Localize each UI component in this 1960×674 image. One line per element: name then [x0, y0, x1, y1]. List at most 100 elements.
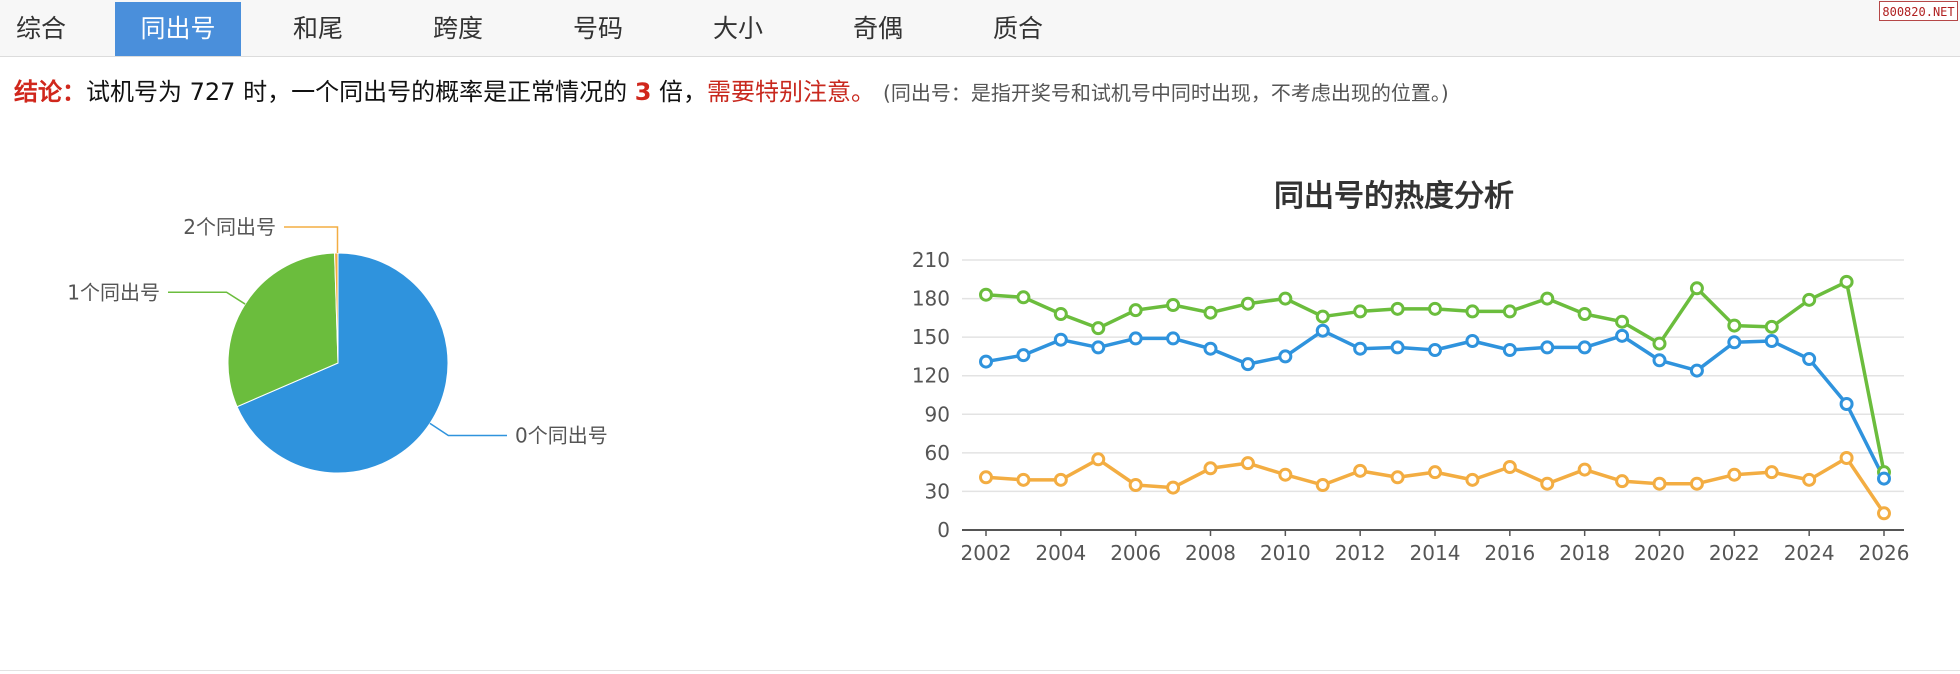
data-point-blue[interactable] [1428, 343, 1442, 357]
data-point-orange[interactable] [1353, 463, 1368, 478]
data-point-blue[interactable] [1390, 340, 1405, 355]
data-point-orange[interactable] [1128, 478, 1143, 492]
data-point-blue[interactable] [1689, 363, 1704, 378]
data-point-green[interactable] [1652, 336, 1667, 351]
data-point-orange[interactable] [1053, 472, 1068, 487]
y-tick-label: 180 [912, 287, 950, 311]
data-point-orange[interactable] [1166, 480, 1181, 495]
data-point-orange[interactable] [1390, 470, 1405, 485]
site-logo[interactable]: 800820.NET [1879, 1, 1958, 21]
data-point-orange[interactable] [1315, 478, 1330, 492]
data-point-green[interactable] [1166, 298, 1181, 312]
data-point-blue[interactable] [979, 354, 993, 369]
data-point-blue[interactable] [1877, 471, 1891, 486]
data-point-blue[interactable] [1727, 335, 1742, 350]
data-point-blue[interactable] [1540, 340, 1555, 355]
data-point-orange[interactable] [1727, 467, 1742, 482]
tab-sum-tail[interactable]: 和尾 [292, 14, 343, 43]
data-point-orange[interactable] [1839, 451, 1854, 465]
data-point-green[interactable] [1053, 307, 1068, 321]
x-tick-label: 2012 [1335, 541, 1386, 565]
data-point-green[interactable] [1315, 309, 1330, 324]
data-point-orange[interactable] [1465, 472, 1480, 487]
pie-label-one: 1个同出号 [67, 280, 160, 304]
data-point-blue[interactable] [1353, 341, 1368, 356]
data-point-blue[interactable] [1652, 353, 1667, 368]
tab-odd-even[interactable]: 奇偶 [852, 14, 903, 43]
data-point-blue[interactable] [1203, 341, 1218, 356]
data-point-green[interactable] [1764, 319, 1779, 334]
data-point-green[interactable] [1502, 304, 1517, 319]
data-point-blue[interactable] [1315, 323, 1330, 338]
data-point-blue[interactable] [1278, 349, 1293, 364]
x-tick-label: 2002 [961, 541, 1012, 565]
data-point-blue[interactable] [1802, 352, 1817, 366]
data-point-orange[interactable] [1016, 472, 1031, 487]
data-point-green[interactable] [1802, 292, 1817, 307]
data-point-orange[interactable] [1278, 467, 1293, 482]
y-tick-label: 0 [937, 518, 950, 542]
tab-overview[interactable]: 综合 [15, 14, 66, 43]
data-point-orange[interactable] [1652, 476, 1667, 491]
x-tick-label: 2014 [1410, 541, 1461, 565]
conclusion-part2: 倍， [651, 78, 708, 106]
data-point-green[interactable] [1016, 290, 1031, 305]
data-point-blue[interactable] [1166, 331, 1181, 346]
x-tick-label: 2008 [1185, 541, 1236, 565]
data-point-green[interactable] [1577, 307, 1592, 321]
data-point-green[interactable] [979, 287, 993, 302]
data-point-orange[interactable] [1091, 452, 1106, 467]
data-point-green[interactable] [1091, 321, 1106, 336]
data-point-orange[interactable] [1203, 461, 1218, 476]
pie-label-zero: 0个同出号 [515, 423, 608, 447]
tab-prime-composite[interactable]: 质合 [992, 14, 1043, 43]
data-point-green[interactable] [1689, 281, 1704, 296]
tab-number[interactable]: 号码 [572, 14, 623, 43]
data-point-orange[interactable] [1240, 456, 1255, 471]
data-point-blue[interactable] [1839, 397, 1854, 411]
pie-chart: 0个同出号 1个同出号 2个同出号 [67, 215, 608, 474]
x-tick-label: 2004 [1035, 541, 1086, 565]
tab-bar: 综合 同出号 和尾 跨度 号码 大小 奇偶 质合 [0, 0, 1960, 57]
data-point-green[interactable] [1727, 318, 1742, 333]
conclusion-text: 结论：试机号为 727 时，一个同出号的概率是正常情况的 3 倍，需要特别注意。… [14, 74, 1449, 110]
tab-span[interactable]: 跨度 [432, 14, 483, 43]
pie-leader-zero [429, 422, 507, 437]
data-point-green[interactable] [1428, 301, 1442, 316]
data-point-orange[interactable] [1502, 460, 1517, 474]
data-point-orange[interactable] [1764, 465, 1779, 480]
data-point-blue[interactable] [1128, 331, 1143, 346]
data-point-orange[interactable] [1577, 462, 1592, 477]
data-point-green[interactable] [1390, 301, 1405, 316]
data-point-green[interactable] [1240, 296, 1255, 311]
data-point-orange[interactable] [1802, 472, 1817, 487]
data-point-blue[interactable] [1016, 348, 1031, 363]
data-point-green[interactable] [1540, 291, 1555, 306]
data-point-orange[interactable] [1428, 465, 1442, 480]
data-point-blue[interactable] [1465, 334, 1480, 348]
data-point-blue[interactable] [1764, 334, 1779, 348]
data-point-blue[interactable] [1502, 343, 1517, 357]
data-point-blue[interactable] [1091, 340, 1106, 355]
data-point-green[interactable] [1839, 274, 1854, 289]
data-point-orange[interactable] [1689, 476, 1704, 491]
data-point-green[interactable] [1465, 304, 1480, 319]
data-point-blue[interactable] [1053, 332, 1068, 347]
data-point-green[interactable] [1203, 305, 1218, 320]
data-point-orange[interactable] [1615, 474, 1630, 489]
pie-slice-zero[interactable] [236, 252, 449, 474]
data-point-green[interactable] [1278, 291, 1293, 306]
data-point-orange[interactable] [979, 470, 993, 485]
data-point-orange[interactable] [1877, 506, 1891, 521]
tab-big-small[interactable]: 大小 [712, 14, 763, 43]
data-point-green[interactable] [1615, 314, 1630, 329]
pie-slice-one[interactable] [227, 252, 339, 408]
tab-same-number[interactable]: 同出号 [115, 2, 241, 56]
data-point-blue[interactable] [1240, 357, 1255, 372]
data-point-green[interactable] [1353, 304, 1368, 319]
data-point-blue[interactable] [1577, 340, 1592, 355]
data-point-blue[interactable] [1615, 328, 1630, 343]
data-point-green[interactable] [1128, 303, 1143, 318]
data-point-orange[interactable] [1540, 476, 1555, 491]
pie-leader-two [284, 226, 339, 253]
